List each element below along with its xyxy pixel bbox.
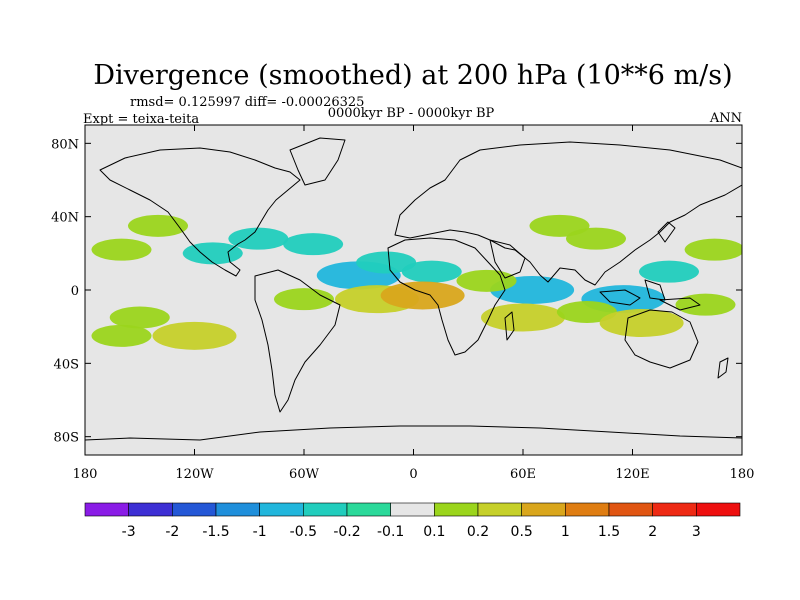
axes: 180 120W 60W 0 60E 120E 180 80N 40N 0 40S 80S bbox=[51, 125, 754, 482]
x-tick-label: 120E bbox=[615, 467, 649, 482]
field-region bbox=[675, 293, 736, 316]
colorbar-swatch bbox=[390, 502, 435, 517]
period-label: 0000kyr BP - 0000kyr BP bbox=[328, 106, 495, 121]
colorbar-label: 2 bbox=[648, 524, 657, 540]
coast-south-america bbox=[254, 269, 341, 413]
field-region bbox=[91, 238, 152, 261]
field-region bbox=[639, 260, 699, 283]
colorbar-label: -3 bbox=[122, 524, 136, 540]
colorbar-swatch bbox=[259, 502, 304, 517]
field-region bbox=[91, 324, 152, 347]
colorbar-label: 0.5 bbox=[511, 524, 533, 540]
y-tick-label: 80S bbox=[54, 431, 79, 446]
y-tick-label: 40S bbox=[54, 357, 79, 372]
field-region bbox=[228, 227, 289, 250]
y-tick-label: 80N bbox=[51, 137, 79, 152]
coast-north-america bbox=[99, 147, 301, 277]
field-region bbox=[152, 321, 237, 350]
colorbar-label: 0.1 bbox=[423, 524, 445, 540]
coast-se-asia bbox=[599, 279, 701, 311]
field-region bbox=[380, 281, 465, 310]
colorbar-label: 1.5 bbox=[598, 524, 620, 540]
colorbar-label: -0.2 bbox=[333, 524, 360, 540]
x-tick-label: 0 bbox=[409, 467, 417, 482]
coast-new-zealand bbox=[717, 357, 729, 379]
colorbar-label: 1 bbox=[561, 524, 570, 540]
field-region bbox=[274, 288, 334, 311]
coast-greenland bbox=[289, 137, 346, 186]
field-region bbox=[401, 260, 462, 283]
colorbar-swatch bbox=[652, 502, 697, 517]
colorbar-label: 0.2 bbox=[467, 524, 489, 540]
chart-title: Divergence (smoothed) at 200 hPa (10**6 … bbox=[93, 60, 732, 91]
coast-australia bbox=[624, 309, 699, 369]
coast-madagascar bbox=[504, 311, 515, 341]
colorbar-swatch bbox=[521, 502, 566, 517]
y-tick-label: 0 bbox=[71, 284, 79, 299]
experiment-label: Expt = teixa-teita bbox=[83, 112, 199, 127]
colorbar-swatch bbox=[215, 502, 260, 517]
colorbar-label: 3 bbox=[692, 524, 701, 540]
colorbar-swatch bbox=[608, 502, 653, 517]
x-tick-label: 120W bbox=[175, 467, 214, 482]
colorbar-label: -2 bbox=[165, 524, 179, 540]
coast-africa bbox=[387, 237, 506, 356]
y-tick-label: 40N bbox=[51, 211, 79, 226]
colorbar-swatch bbox=[696, 502, 741, 517]
colorbar-swatch bbox=[477, 502, 522, 517]
field-region bbox=[481, 303, 565, 332]
colorbar-swatch bbox=[303, 502, 348, 517]
x-tick-label: 180 bbox=[73, 467, 98, 482]
colorbar-swatch bbox=[172, 502, 217, 517]
coast-arabia bbox=[489, 239, 526, 279]
field-region bbox=[109, 306, 170, 329]
colorbar-label: -1.5 bbox=[202, 524, 229, 540]
field-region bbox=[456, 269, 517, 292]
colorbar-swatch bbox=[346, 502, 391, 517]
field-region bbox=[684, 238, 742, 261]
x-tick-label: 180 bbox=[730, 467, 755, 482]
coast-antarctica bbox=[85, 425, 742, 441]
colorbar-label: -0.1 bbox=[377, 524, 404, 540]
field-region bbox=[283, 233, 344, 256]
colorbar: -3 -2 -1.5 -1 -0.5 -0.2 -0.1 0.1 0.2 0.5 1 1.5 2 3 bbox=[84, 502, 741, 540]
stats-label: rmsd= 0.125997 diff= -0.00026325 bbox=[130, 95, 364, 110]
field-region bbox=[128, 214, 188, 237]
colorbar-label: -0.5 bbox=[290, 524, 317, 540]
divergence-field bbox=[91, 214, 742, 350]
coast-japan bbox=[657, 221, 676, 243]
colorbar-swatch bbox=[565, 502, 610, 517]
coast-eurasia bbox=[394, 141, 742, 286]
colorbar-label: -1 bbox=[253, 524, 267, 540]
field-region bbox=[599, 309, 684, 337]
field-region bbox=[556, 301, 617, 323]
coastlines bbox=[85, 137, 742, 441]
field-region bbox=[566, 227, 626, 250]
colorbar-swatch bbox=[84, 502, 129, 517]
season-label: ANN bbox=[709, 111, 742, 126]
colorbar-swatch bbox=[128, 502, 173, 517]
x-tick-label: 60E bbox=[510, 467, 536, 482]
x-tick-label: 60W bbox=[289, 467, 320, 482]
colorbar-swatch bbox=[434, 502, 479, 517]
field-region bbox=[356, 251, 417, 274]
field-region bbox=[182, 242, 243, 265]
